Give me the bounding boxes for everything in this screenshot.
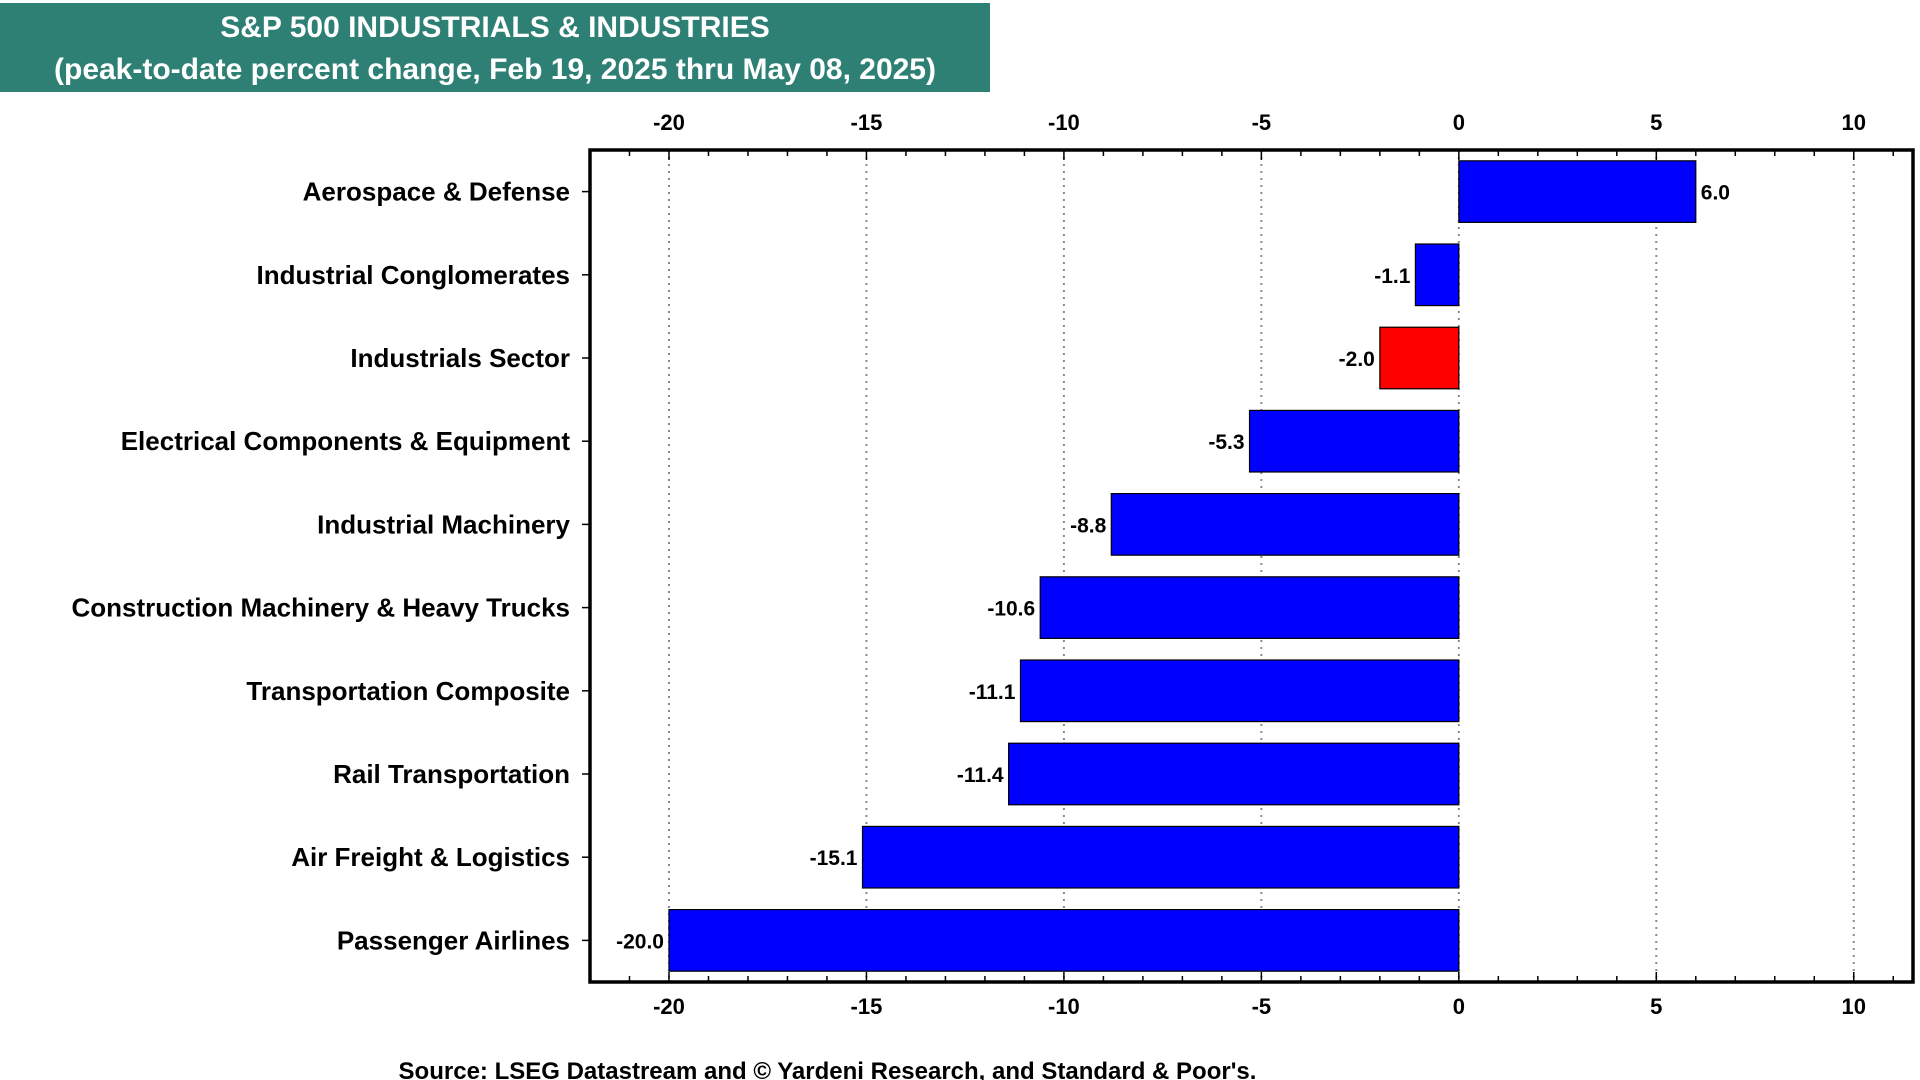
bar — [861, 825, 1460, 889]
bar-value-label: -11.4 — [957, 764, 1004, 787]
source-note: Source: LSEG Datastream and © Yardeni Re… — [398, 1058, 1257, 1080]
x-tick-label-bottom: -5 — [1252, 994, 1272, 1019]
bar-value-label: -11.1 — [969, 681, 1016, 704]
x-tick-label-top: 5 — [1650, 110, 1662, 135]
x-tick-label-bottom: 10 — [1842, 994, 1866, 1019]
bar — [1019, 659, 1460, 723]
bar-value-label: 6.0 — [1701, 182, 1730, 205]
x-tick-label-bottom: -20 — [653, 994, 685, 1019]
bar-chart: 6.0 Aerospace & Defense -1.1 Industrial Con… — [72, 110, 1915, 1019]
plot-frame — [588, 148, 1915, 984]
category-label: Industrial Conglomerates — [257, 260, 571, 290]
category-label: Rail Transportation — [333, 759, 570, 789]
category-label: Transportation Composite — [246, 676, 570, 706]
bar-value-label: -8.8 — [1070, 514, 1107, 537]
chart-title: S&P 500 INDUSTRIALS & INDUSTRIES — [220, 11, 770, 44]
bar — [668, 909, 1460, 972]
x-tick-label-top: -20 — [653, 110, 685, 135]
chart-title-banner: S&P 500 INDUSTRIALS & INDUSTRIES (peak-t… — [0, 3, 990, 92]
x-tick-label-top: 10 — [1842, 110, 1866, 135]
x-tick-label-top: -10 — [1048, 110, 1080, 135]
x-tick-label-top: -5 — [1252, 110, 1272, 135]
bar — [1248, 409, 1460, 473]
bar-value-label: -5.3 — [1208, 431, 1244, 454]
bar-value-label: -1.1 — [1374, 265, 1411, 288]
bar — [1414, 243, 1460, 307]
bar — [1039, 576, 1460, 639]
x-tick-label-top: 0 — [1453, 110, 1465, 135]
category-label: Construction Machinery & Heavy Trucks — [72, 593, 570, 623]
bar-value-label: -20.0 — [616, 930, 664, 953]
bar — [1110, 493, 1460, 556]
bar-value-label: -10.6 — [987, 598, 1035, 621]
category-label: Industrials Sector — [350, 343, 570, 373]
category-label: Electrical Components & Equipment — [121, 426, 571, 456]
chart-subtitle: (peak-to-date percent change, Feb 19, 20… — [54, 53, 936, 86]
category-label: Aerospace & Defense — [303, 177, 570, 207]
x-tick-label-bottom: -10 — [1048, 994, 1080, 1019]
category-label: Passenger Airlines — [337, 925, 570, 955]
bar-value-label: -2.0 — [1339, 348, 1375, 371]
x-tick-label-top: -15 — [851, 110, 883, 135]
x-tick-label-bottom: -15 — [851, 994, 883, 1019]
x-tick-label-bottom: 0 — [1453, 994, 1465, 1019]
category-label: Industrial Machinery — [317, 509, 570, 539]
bar — [1458, 160, 1697, 223]
bar — [1008, 742, 1460, 806]
bar-value-label: -15.1 — [810, 847, 858, 870]
category-label: Air Freight & Logistics — [291, 842, 570, 872]
bar — [1379, 326, 1460, 390]
x-tick-label-bottom: 5 — [1650, 994, 1662, 1019]
